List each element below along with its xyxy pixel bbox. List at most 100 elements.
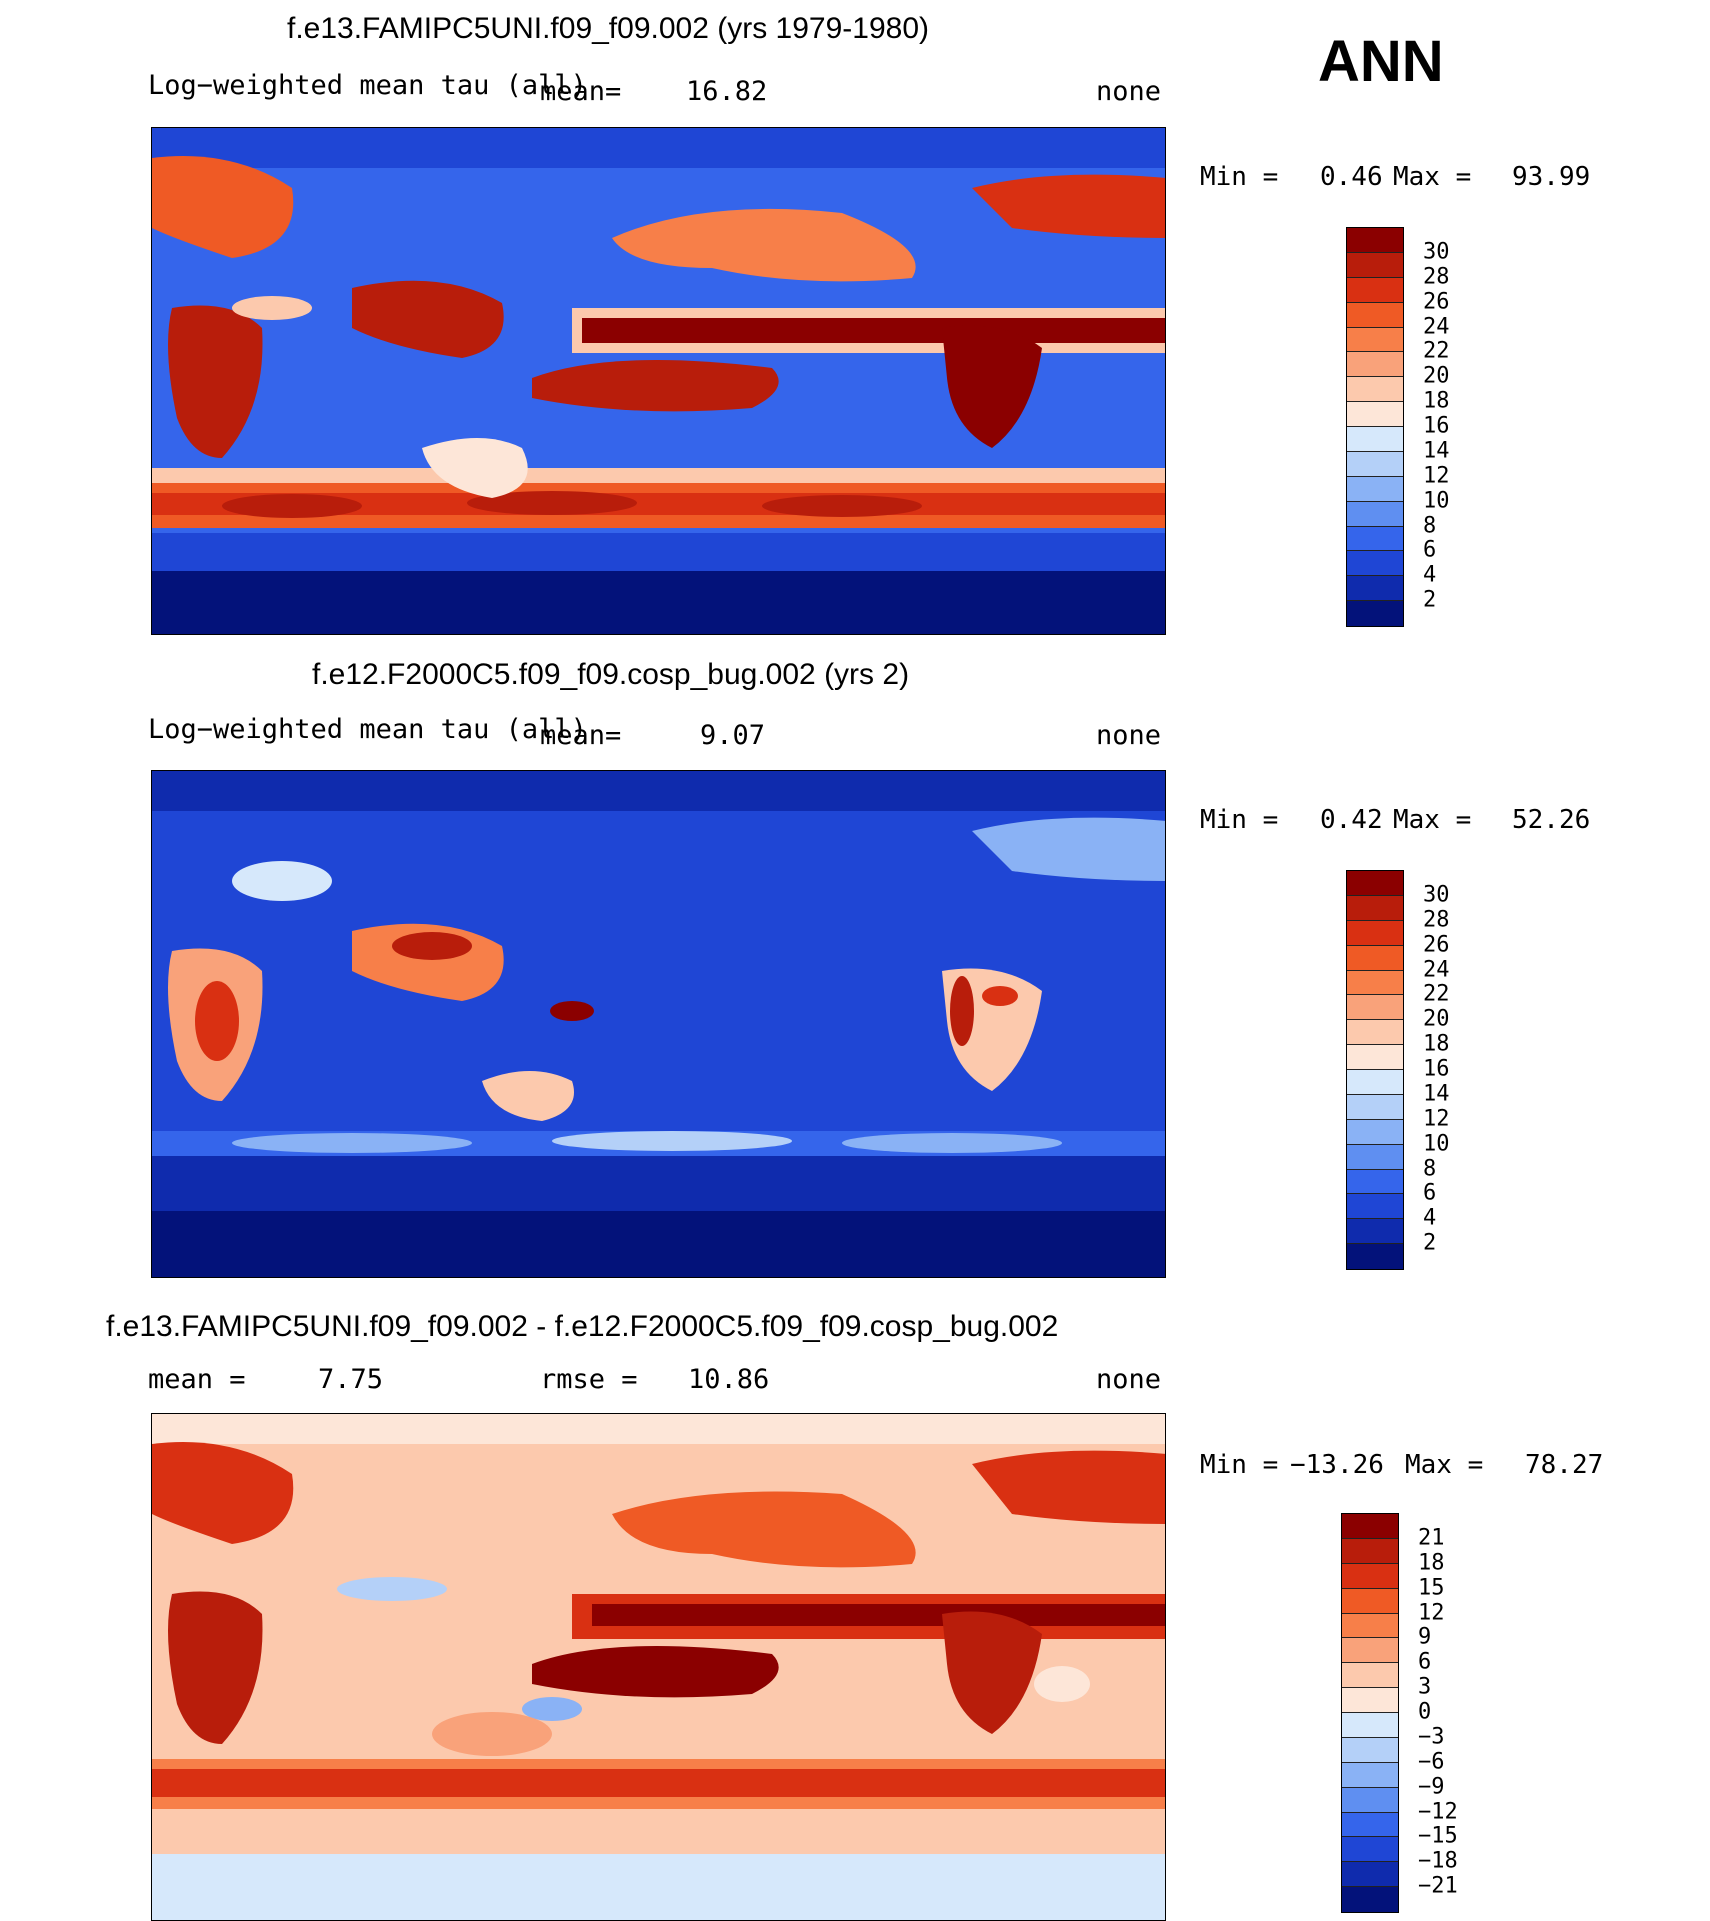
colorbar-segment — [1347, 1070, 1403, 1095]
panel-2-map — [151, 770, 1166, 1278]
colorbar-tick-label: 18 — [1423, 1031, 1450, 1057]
colorbar-tick-label: −9 — [1418, 1774, 1445, 1800]
panel-3-field — [152, 1414, 1165, 1920]
colorbar-tick-label: 3 — [1418, 1674, 1432, 1700]
colorbar-tick-label: 6 — [1418, 1649, 1432, 1675]
panel-2-min-value: 0.42 — [1320, 805, 1383, 835]
colorbar-segment — [1342, 1812, 1398, 1838]
colorbar-tick-label: 8 — [1423, 1156, 1437, 1181]
colorbar-tick-label: 6 — [1423, 1180, 1437, 1206]
colorbar-segment — [1347, 327, 1403, 353]
colorbar-tick-label: 4 — [1423, 562, 1437, 588]
panel-1-map — [151, 127, 1166, 635]
colorbar-tick-label: 15 — [1418, 1575, 1445, 1601]
colorbar-segment — [1342, 1862, 1398, 1888]
colorbar-segment — [1347, 895, 1403, 921]
colorbar-segment — [1347, 1194, 1403, 1220]
colorbar-segment — [1342, 1688, 1398, 1713]
colorbar-segment — [1347, 252, 1403, 278]
colorbar-tick-label: 28 — [1423, 907, 1450, 933]
colorbar-segment — [1342, 1663, 1398, 1689]
colorbar-tick-label: 30 — [1423, 239, 1450, 265]
panel-1-min-value: 0.46 — [1320, 162, 1383, 192]
colorbar-segment — [1342, 1613, 1398, 1639]
colorbar-segment — [1342, 1762, 1398, 1788]
colorbar-segment — [1347, 576, 1403, 602]
colorbar-tick-label: 16 — [1423, 1056, 1450, 1082]
colorbar-tick-label: 2 — [1423, 1230, 1437, 1256]
colorbar-tick-label: 10 — [1423, 488, 1450, 514]
panel-2-max-value: 52.26 — [1512, 805, 1591, 835]
colorbar-tick-label: −21 — [1418, 1873, 1458, 1899]
panel-1-units: none — [1096, 76, 1162, 107]
panel-2-mean-label: mean= — [540, 720, 622, 751]
colorbar-tick-label: 26 — [1423, 289, 1450, 315]
season-label: ANN — [1318, 29, 1444, 94]
colorbar-tick-label: −12 — [1418, 1799, 1458, 1824]
colorbar-tick-label: 18 — [1418, 1550, 1445, 1576]
colorbar-tick-label: 16 — [1423, 413, 1450, 439]
colorbar-segment — [1347, 228, 1403, 253]
colorbar-segment — [1347, 302, 1403, 328]
panel-1-max-value: 93.99 — [1512, 162, 1591, 192]
colorbar-tick-label: 20 — [1423, 363, 1450, 389]
colorbar-tick-label: 24 — [1423, 957, 1450, 982]
panel-2-title: f.e12.F2000C5.f09_f09.cosp_bug.002 (yrs … — [312, 658, 910, 691]
panel-1-variable-label: Log−weighted mean tau (all) — [148, 70, 587, 101]
colorbar-tick-label: 10 — [1423, 1131, 1450, 1157]
colorbar-tick-label: 4 — [1423, 1205, 1437, 1231]
colorbar-tick-label: 12 — [1418, 1600, 1445, 1625]
panel-1-max-label: Max = — [1393, 162, 1472, 192]
panel-3-units: none — [1096, 1364, 1162, 1395]
panel-2-field — [152, 771, 1165, 1277]
panel-2-min-label: Min = — [1200, 805, 1279, 835]
colorbar-segment — [1347, 501, 1403, 527]
colorbar-segment — [1347, 945, 1403, 971]
colorbar-tick-label: 12 — [1423, 1106, 1450, 1132]
colorbar-tick-label: −3 — [1418, 1724, 1445, 1750]
colorbar-tick-label: 8 — [1423, 513, 1437, 538]
colorbar-segment — [1347, 970, 1403, 996]
colorbar-segment — [1347, 427, 1403, 452]
colorbar-segment — [1342, 1837, 1398, 1863]
panel-3-title: f.e13.FAMIPC5UNI.f09_f09.002 - f.e12.F20… — [106, 1310, 1059, 1343]
colorbar-segment — [1342, 1737, 1398, 1763]
colorbar-segment — [1347, 352, 1403, 378]
colorbar-segment — [1347, 526, 1403, 552]
colorbar-tick-label: 18 — [1423, 388, 1450, 414]
colorbar-segment — [1342, 1638, 1398, 1664]
colorbar-tick-label: 0 — [1418, 1699, 1432, 1725]
panel-1-min-label: Min = — [1200, 162, 1279, 192]
colorbar-segment — [1347, 1020, 1403, 1046]
colorbar-segment — [1347, 1169, 1403, 1195]
panel-3-min-label: Min = — [1200, 1450, 1279, 1480]
colorbar-tick-label: 30 — [1423, 882, 1450, 908]
colorbar-segment — [1347, 377, 1403, 403]
colorbar-tick-label: 22 — [1423, 338, 1450, 364]
colorbar-tick-label: 22 — [1423, 981, 1450, 1007]
colorbar-segment — [1342, 1563, 1398, 1589]
panel-3-max-label: Max = — [1405, 1450, 1484, 1480]
colorbar-segment — [1342, 1713, 1398, 1738]
colorbar-segment — [1347, 451, 1403, 477]
colorbar-segment — [1342, 1538, 1398, 1564]
panel-1-field — [152, 128, 1165, 634]
colorbar-tick-label: 26 — [1423, 932, 1450, 958]
panel-1-mean-label: mean= — [540, 76, 622, 107]
panel-2-mean-value: 9.07 — [700, 720, 766, 751]
panel-3-rmse-label: rmse = — [540, 1364, 638, 1395]
colorbar-tick-label: 21 — [1418, 1525, 1445, 1551]
colorbar-tick-label: 12 — [1423, 463, 1450, 489]
colorbar-segment — [1347, 601, 1403, 626]
colorbar-tick-label: 24 — [1423, 314, 1450, 339]
panel-3-min-value: −13.26 — [1290, 1450, 1384, 1480]
panel-2-variable-label: Log−weighted mean tau (all) — [148, 714, 587, 745]
colorbar-segment — [1347, 871, 1403, 896]
colorbar-tick-label: −15 — [1418, 1823, 1458, 1849]
panel-2-colorbar — [1346, 870, 1404, 1270]
colorbar-tick-label: 14 — [1423, 438, 1450, 464]
panel-1-title: f.e13.FAMIPC5UNI.f09_f09.002 (yrs 1979-1… — [287, 12, 930, 45]
panel-3-mean-value: 7.75 — [318, 1364, 384, 1395]
panel-3-rmse-value: 10.86 — [688, 1364, 770, 1395]
panel-2-units: none — [1096, 720, 1162, 751]
